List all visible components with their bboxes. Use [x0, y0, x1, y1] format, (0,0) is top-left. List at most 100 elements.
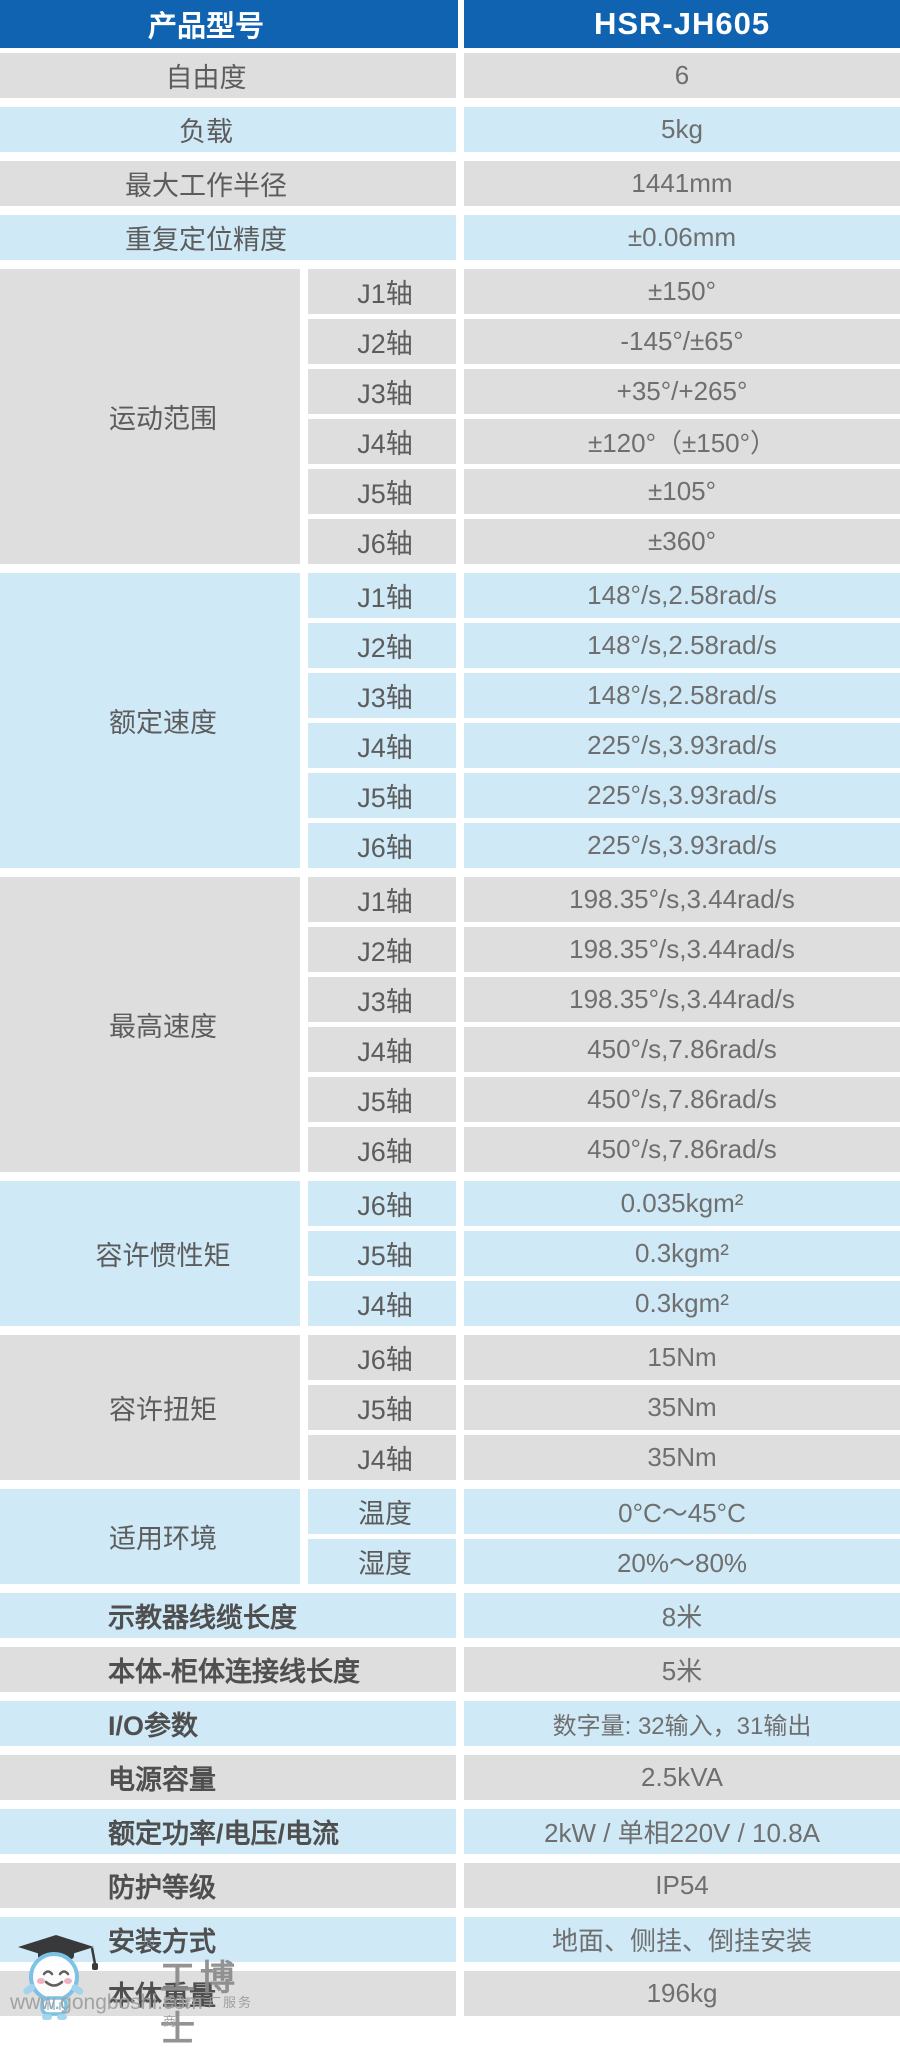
row-label: 负载 — [0, 107, 456, 152]
header-product-label: 产品型号 — [0, 0, 458, 48]
spec-section: 负载 5kg — [0, 107, 900, 152]
row-group-label: 适用环境 — [0, 1489, 300, 1584]
axis-value: 0°C～45°C — [464, 1489, 900, 1534]
row-label: 最大工作半径 — [0, 161, 456, 206]
axis-label: J6轴 — [308, 823, 456, 868]
axis-label: J4轴 — [308, 1435, 456, 1480]
axis-value: 225°/s,3.93rad/s — [464, 723, 900, 768]
row-group-label: 额定速度 — [0, 573, 300, 868]
axis-value: 0.035kgm² — [464, 1181, 900, 1226]
spec-section: 本体-柜体连接线长度 5米 — [0, 1647, 900, 1692]
axis-value: 0.3kgm² — [464, 1281, 900, 1326]
axis-value: 15Nm — [464, 1335, 900, 1380]
axis-value: 148°/s,2.58rad/s — [464, 673, 900, 718]
axis-value: 35Nm — [464, 1435, 900, 1480]
spec-table-sections: 自由度 6 负载 5kg 最大工作半径 1441mm 重复定位精度 ±0.06mm 运动范围 J1… — [0, 53, 900, 2016]
axis-label: J3轴 — [308, 673, 456, 718]
spec-subrow: J3轴 148°/s,2.58rad/s — [308, 673, 900, 718]
axis-value: 20%～80% — [464, 1539, 900, 1584]
row-value: ±0.06mm — [464, 215, 900, 260]
axis-label: J6轴 — [308, 1127, 456, 1172]
axis-value: ±150° — [464, 269, 900, 314]
row-group-label: 容许扭矩 — [0, 1335, 300, 1480]
header-model-value: HSR-JH605 — [464, 0, 900, 48]
row-group-body: J1轴 148°/s,2.58rad/s J2轴 148°/s,2.58rad/s J3… — [308, 573, 900, 868]
axis-value: 450°/s,7.86rad/s — [464, 1077, 900, 1122]
axis-label: J5轴 — [308, 469, 456, 514]
row-value: 1441mm — [464, 161, 900, 206]
row-group-body: J6轴 0.035kgm² J5轴 0.3kgm² J4轴 0.3kgm² — [308, 1181, 900, 1326]
axis-label: J2轴 — [308, 319, 456, 364]
spec-section: 额定速度 J1轴 148°/s,2.58rad/s J2轴 148°/s,2.58rad… — [0, 573, 900, 868]
row-group-label: 容许惯性矩 — [0, 1181, 300, 1326]
spec-subrow: J5轴 450°/s,7.86rad/s — [308, 1077, 900, 1122]
spec-subrow: J1轴 198.35°/s,3.44rad/s — [308, 877, 900, 922]
spec-subrow: J4轴 ±120°（±150°） — [308, 419, 900, 464]
axis-value: 225°/s,3.93rad/s — [464, 823, 900, 868]
spec-subrow: J6轴 450°/s,7.86rad/s — [308, 1127, 900, 1172]
registered-mark: ® — [144, 1934, 155, 1950]
axis-value: 198.35°/s,3.44rad/s — [464, 877, 900, 922]
row-value: 2kW / 单相220V / 10.8A — [464, 1809, 900, 1854]
axis-value: ±105° — [464, 469, 900, 514]
row-value: 8米 — [464, 1593, 900, 1638]
spec-subrow: 温度 0°C～45°C — [308, 1489, 900, 1534]
row-group-body: J6轴 15Nm J5轴 35Nm J4轴 35Nm — [308, 1335, 900, 1480]
axis-label: 湿度 — [308, 1539, 456, 1584]
spec-subrow: J3轴 +35°/+265° — [308, 369, 900, 414]
row-label: 额定功率/电压/电流 — [0, 1809, 456, 1854]
spec-section: 电源容量 2.5kVA — [0, 1755, 900, 1800]
spec-subrow: J2轴 148°/s,2.58rad/s — [308, 623, 900, 668]
row-group-body: 温度 0°C～45°C 湿度 20%～80% — [308, 1489, 900, 1584]
row-value: 地面、侧挂、倒挂安装 — [464, 1917, 900, 1962]
axis-label: J1轴 — [308, 269, 456, 314]
brand-url: www.gongboshi.com — [10, 1991, 203, 2014]
axis-label: J5轴 — [308, 1231, 456, 1276]
axis-value: ±120°（±150°） — [464, 419, 900, 464]
spec-subrow: J5轴 ±105° — [308, 469, 900, 514]
axis-value: 450°/s,7.86rad/s — [464, 1127, 900, 1172]
axis-label: J2轴 — [308, 927, 456, 972]
spec-section: I/O参数 数字量: 32输入，31输出 — [0, 1701, 900, 1746]
spec-section: 自由度 6 — [0, 53, 900, 98]
axis-label: 温度 — [308, 1489, 456, 1534]
spec-section: 防护等级 IP54 — [0, 1863, 900, 1908]
row-label: 防护等级 — [0, 1863, 456, 1908]
axis-label: J4轴 — [308, 723, 456, 768]
spec-section: 运动范围 J1轴 ±150° J2轴 -145°/±65° J3轴 +35°/+265° J4… — [0, 269, 900, 564]
row-value: 6 — [464, 53, 900, 98]
row-value: IP54 — [464, 1863, 900, 1908]
axis-value: -145°/±65° — [464, 319, 900, 364]
spec-subrow: J5轴 35Nm — [308, 1385, 900, 1430]
row-value: 数字量: 32输入，31输出 — [464, 1701, 900, 1746]
axis-value: +35°/+265° — [464, 369, 900, 414]
axis-value: 148°/s,2.58rad/s — [464, 573, 900, 618]
spec-subrow: 湿度 20%～80% — [308, 1539, 900, 1584]
spec-subrow: J6轴 225°/s,3.93rad/s — [308, 823, 900, 868]
spec-table-header: 产品型号 HSR-JH605 — [0, 0, 900, 48]
axis-label: J4轴 — [308, 419, 456, 464]
axis-label: J3轴 — [308, 977, 456, 1022]
row-group-body: J1轴 198.35°/s,3.44rad/s J2轴 198.35°/s,3.44r… — [308, 877, 900, 1172]
axis-label: J1轴 — [308, 573, 456, 618]
row-label: 自由度 — [0, 53, 456, 98]
axis-value: 198.35°/s,3.44rad/s — [464, 927, 900, 972]
spec-subrow: J6轴 0.035kgm² — [308, 1181, 900, 1226]
spec-section: 安装方式 地面、侧挂、倒挂安装 — [0, 1917, 900, 1962]
row-value: 5米 — [464, 1647, 900, 1692]
spec-subrow: J2轴 -145°/±65° — [308, 319, 900, 364]
row-label: I/O参数 — [0, 1701, 456, 1746]
axis-value: 450°/s,7.86rad/s — [464, 1027, 900, 1072]
axis-label: J4轴 — [308, 1027, 456, 1072]
spec-subrow: J1轴 ±150° — [308, 269, 900, 314]
row-value: 5kg — [464, 107, 900, 152]
axis-value: 35Nm — [464, 1385, 900, 1430]
axis-label: J5轴 — [308, 773, 456, 818]
graduate-mascot-icon — [18, 1935, 98, 2020]
watermark: ® 工博士 智能工厂服务商 www.gongboshi.com — [8, 1930, 258, 2049]
row-value: 2.5kVA — [464, 1755, 900, 1800]
row-label: 示教器线缆长度 — [0, 1593, 456, 1638]
row-group-label: 运动范围 — [0, 269, 300, 564]
axis-value: 198.35°/s,3.44rad/s — [464, 977, 900, 1022]
row-group-body: J1轴 ±150° J2轴 -145°/±65° J3轴 +35°/+265° J4轴 ±12… — [308, 269, 900, 564]
